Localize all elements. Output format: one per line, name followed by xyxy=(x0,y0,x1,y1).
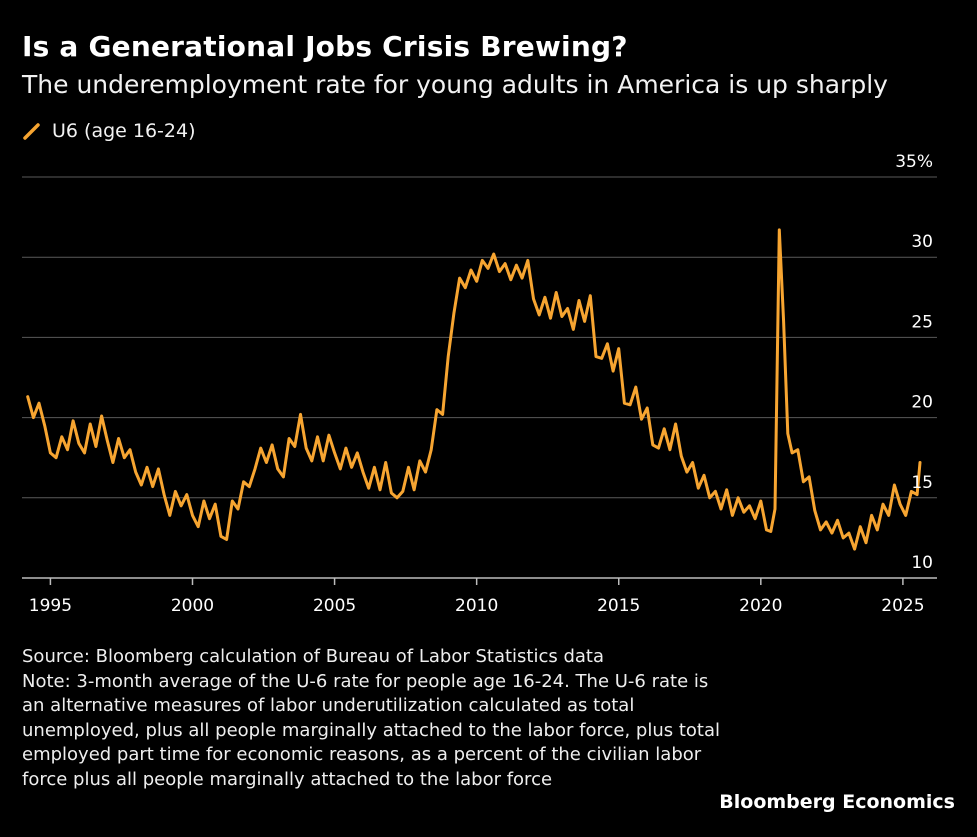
x-tick-label: 2005 xyxy=(313,596,356,616)
x-tick-label: 2010 xyxy=(455,596,498,616)
x-tick-labels: 1995 2000 2005 2010 2015 2020 2025 xyxy=(29,596,925,616)
series-line-u6 xyxy=(26,228,922,551)
chart-title: Is a Generational Jobs Crisis Brewing? xyxy=(22,30,628,63)
footnote: Source: Bloomberg calculation of Bureau … xyxy=(22,645,722,792)
legend: U6 (age 16-24) xyxy=(22,118,196,144)
y-tick-labels: 10 15 20 25 30 35% xyxy=(895,152,933,573)
x-tick-label: 2015 xyxy=(597,596,640,616)
y-tick-label: 30 xyxy=(911,232,933,252)
line-swatch-icon xyxy=(23,123,40,140)
y-tick-label: 15 xyxy=(911,473,933,493)
note-text: Note: 3-month average of the U-6 rate fo… xyxy=(22,670,720,790)
y-tick-label: 10 xyxy=(911,553,933,573)
series-layer xyxy=(26,228,922,551)
x-tick-label: 2025 xyxy=(881,596,924,616)
x-tick-label: 2000 xyxy=(171,596,214,616)
chart-subtitle: The underemployment rate for young adult… xyxy=(22,70,888,99)
gridlines xyxy=(22,176,937,499)
y-tick-label: 20 xyxy=(911,393,933,413)
x-tick-label: 2020 xyxy=(739,596,782,616)
axes xyxy=(22,577,937,585)
source-text: Source: Bloomberg calculation of Bureau … xyxy=(22,646,605,667)
legend-label: U6 (age 16-24) xyxy=(52,120,196,142)
y-tick-label: 25 xyxy=(911,312,933,332)
y-tick-label: 35% xyxy=(895,152,933,172)
x-tick-label: 1995 xyxy=(29,596,72,616)
brand-label: Bloomberg Economics xyxy=(719,791,955,813)
